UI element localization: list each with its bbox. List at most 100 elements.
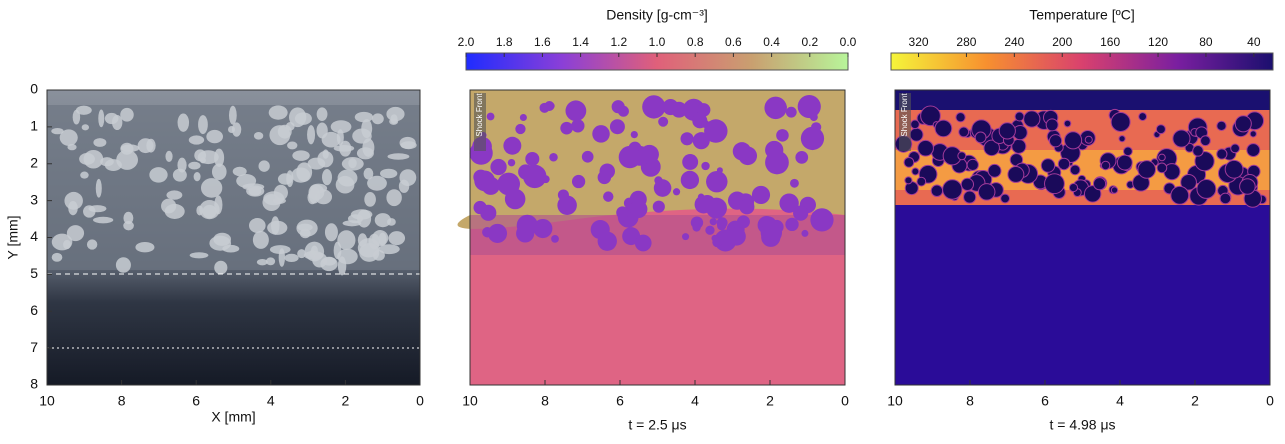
- particle: [705, 225, 715, 235]
- particle: [966, 158, 979, 171]
- particle: [330, 120, 352, 134]
- particle: [916, 176, 927, 187]
- particle: [1014, 111, 1025, 122]
- x-tick-label: 0: [841, 393, 849, 409]
- particle: [253, 132, 264, 140]
- particle: [1196, 178, 1217, 199]
- plot-frame: [894, 89, 1271, 386]
- particle: [642, 95, 666, 119]
- particle: [1116, 154, 1133, 171]
- particle: [337, 256, 347, 276]
- particle: [297, 249, 306, 259]
- particle: [1084, 135, 1093, 144]
- particle: [547, 102, 555, 110]
- annotation-box: [899, 93, 911, 151]
- annotation: Shock Front: [900, 93, 909, 137]
- particle: [503, 136, 522, 155]
- particle: [193, 172, 201, 182]
- particle: [654, 176, 663, 185]
- particle: [549, 152, 558, 162]
- colorbar-tick-label: 1.2: [610, 35, 627, 49]
- particle: [199, 157, 206, 164]
- caption: t = 2.5 μs: [628, 417, 686, 433]
- particle: [1000, 193, 1011, 204]
- particle: [680, 170, 700, 190]
- x-tick-label: 4: [1116, 393, 1124, 409]
- particle: [258, 160, 270, 172]
- particle: [909, 127, 924, 142]
- particle: [571, 174, 586, 189]
- particle: [711, 234, 719, 242]
- particle: [228, 105, 237, 125]
- particle: [1092, 177, 1107, 191]
- particle: [810, 208, 834, 232]
- particle: [1219, 192, 1232, 205]
- particle: [59, 129, 78, 146]
- particle: [765, 140, 784, 160]
- particle: [256, 258, 268, 266]
- annotation-box: [474, 93, 486, 151]
- particle: [166, 190, 183, 200]
- particle: [1249, 130, 1257, 138]
- particle: [525, 168, 544, 186]
- particle: [696, 103, 711, 117]
- particle: [793, 205, 809, 221]
- particle: [386, 189, 402, 207]
- particle: [490, 158, 507, 176]
- particle: [736, 215, 750, 229]
- particle: [307, 125, 316, 145]
- particle: [231, 122, 242, 137]
- particle: [177, 157, 187, 173]
- particle: [764, 96, 787, 120]
- particle: [164, 203, 185, 219]
- particle: [268, 105, 288, 120]
- y-tick-label: 1: [30, 118, 38, 134]
- particle: [93, 216, 114, 224]
- particle: [682, 153, 699, 170]
- particle: [292, 150, 310, 161]
- particle: [533, 218, 553, 239]
- particle: [779, 193, 799, 213]
- particle: [120, 107, 134, 122]
- x-tick-label: 4: [267, 393, 275, 409]
- particle: [790, 178, 799, 188]
- particle: [1138, 112, 1148, 121]
- particle: [1057, 157, 1071, 171]
- x-tick-label: 10: [887, 393, 903, 409]
- particle: [352, 128, 372, 144]
- particle: [1158, 153, 1166, 162]
- particle: [308, 184, 325, 201]
- particle: [1170, 185, 1190, 205]
- particle: [706, 170, 728, 193]
- particle: [557, 189, 569, 201]
- particle: [51, 127, 64, 135]
- particle: [104, 159, 122, 171]
- particle: [1048, 134, 1063, 148]
- particle: [473, 200, 487, 215]
- particle: [942, 179, 963, 200]
- particle: [1118, 135, 1126, 143]
- particle: [541, 175, 550, 184]
- particle: [75, 105, 92, 115]
- particle: [123, 211, 134, 225]
- particle: [1063, 119, 1072, 128]
- particle: [910, 119, 920, 130]
- colorbar-tick-label: 0.8: [687, 35, 704, 49]
- particle: [603, 191, 614, 202]
- particle: [189, 252, 209, 259]
- particle: [188, 135, 205, 145]
- y-tick-label: 5: [30, 265, 38, 281]
- colorbar-tick-label: 40: [1247, 35, 1261, 49]
- particle: [120, 142, 134, 155]
- particle: [704, 119, 728, 143]
- particle: [269, 125, 291, 146]
- particle: [507, 158, 516, 167]
- x-tick-label: 10: [462, 393, 478, 409]
- particle: [960, 177, 975, 192]
- particle: [277, 173, 293, 185]
- particle: [617, 105, 629, 117]
- particle: [1007, 165, 1025, 183]
- particle: [785, 217, 799, 232]
- particle: [1123, 146, 1133, 157]
- colorbar-tick-label: 0.4: [763, 35, 780, 49]
